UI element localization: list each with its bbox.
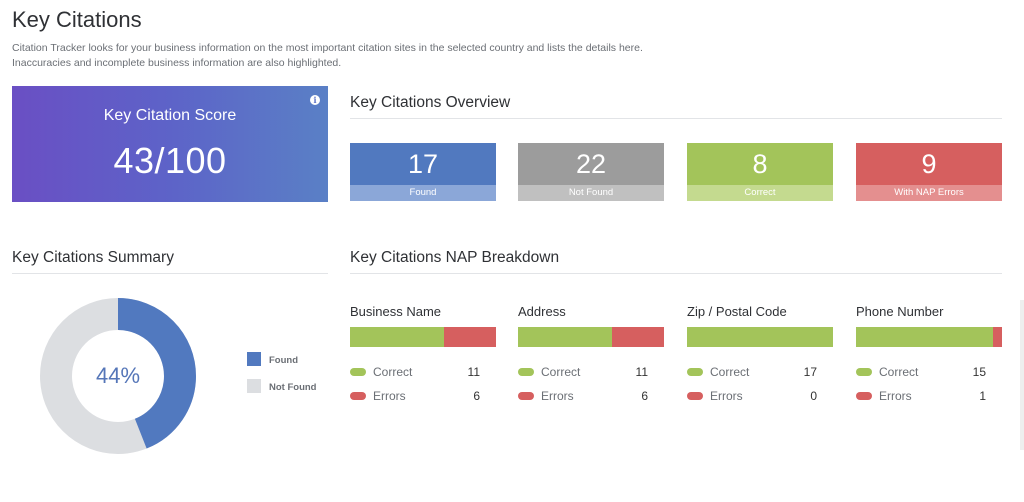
stat-card-found[interactable]: 17 Found [350, 143, 496, 201]
overview-divider [350, 118, 1002, 119]
stat-label: With NAP Errors [856, 185, 1002, 201]
nap-row-count: 1 [979, 389, 986, 403]
nap-column-title: Address [518, 304, 566, 319]
stat-card-not-found[interactable]: 22 Not Found [518, 143, 664, 201]
legend-swatch [247, 379, 261, 393]
nap-divider [350, 273, 1002, 274]
nap-stacked-bar [687, 327, 833, 347]
nap-column-title: Zip / Postal Code [687, 304, 787, 319]
page-description: Citation Tracker looks for your business… [12, 41, 712, 71]
errors-pill-icon [856, 392, 872, 400]
stat-value: 9 [921, 149, 937, 179]
nap-row-label: Errors [373, 389, 406, 403]
donut-found-segment [40, 298, 196, 454]
nap-row-errors: Errors 1 [856, 389, 1002, 403]
legend-swatch [247, 352, 261, 366]
nap-column-title: Business Name [350, 304, 442, 319]
score-value: 43/100 [113, 140, 227, 181]
nap-row-correct: Correct 11 [350, 365, 496, 379]
page-description-line-1: Citation Tracker looks for your business… [12, 42, 643, 54]
nap-breakdown-title: Key Citations NAP Breakdown [350, 249, 560, 266]
correct-pill-icon [518, 368, 534, 376]
nap-column-title: Phone Number [856, 304, 944, 319]
stat-label: Not Found [518, 185, 664, 201]
nap-row-count: 11 [467, 365, 480, 379]
nap-bar-correct [687, 327, 833, 347]
nap-row-label: Errors [710, 389, 743, 403]
summary-title: Key Citations Summary [12, 249, 174, 266]
stat-label: Found [350, 185, 496, 201]
nap-row-count: 17 [803, 365, 817, 379]
info-icon[interactable]: i [310, 95, 320, 105]
nap-stacked-bar [350, 327, 496, 347]
legend-label: Found [269, 355, 299, 366]
correct-pill-icon [350, 368, 366, 376]
errors-pill-icon [687, 392, 703, 400]
errors-pill-icon [350, 392, 366, 400]
summary-divider [12, 273, 328, 274]
nap-stacked-bar [856, 327, 1002, 347]
summary-donut-chart [40, 298, 196, 454]
nap-row-correct: Correct 11 [518, 365, 664, 379]
nap-row-label: Errors [541, 389, 574, 403]
errors-pill-icon [518, 392, 534, 400]
nap-row-count: 6 [641, 389, 648, 403]
nap-row-label: Correct [373, 365, 413, 379]
donut-percent-label: 44% [95, 363, 141, 388]
nap-row-correct: Correct 15 [856, 365, 1002, 379]
stat-value: 22 [575, 149, 607, 179]
nap-stacked-bar [518, 327, 664, 347]
scrollbar-edge[interactable] [1020, 300, 1024, 450]
nap-row-errors: Errors 0 [687, 389, 833, 403]
nap-row-label: Correct [541, 365, 581, 379]
nap-row-label: Correct [879, 365, 919, 379]
correct-pill-icon [687, 368, 703, 376]
nap-row-label: Correct [710, 365, 750, 379]
nap-row-count: 11 [635, 365, 648, 379]
correct-pill-icon [856, 368, 872, 376]
legend-label: Not Found [269, 382, 317, 393]
stat-card-correct[interactable]: 8 Correct [687, 143, 833, 201]
nap-row-count: 6 [473, 389, 480, 403]
score-label: Key Citation Score [103, 107, 237, 124]
nap-bar-correct [518, 327, 613, 347]
stat-card-nap-errors[interactable]: 9 With NAP Errors [856, 143, 1002, 201]
nap-row-errors: Errors 6 [518, 389, 664, 403]
nap-bar-errors [612, 327, 664, 347]
nap-bar-correct [350, 327, 445, 347]
overview-title: Key Citations Overview [350, 94, 511, 111]
page-title: Key Citations [12, 7, 142, 32]
nap-row-errors: Errors 6 [350, 389, 496, 403]
nap-row-count: 0 [810, 389, 817, 403]
nap-bar-errors [992, 327, 1002, 347]
nap-row-correct: Correct 17 [687, 365, 833, 379]
stat-value: 8 [752, 149, 768, 179]
stat-value: 17 [407, 149, 439, 179]
nap-bar-correct [856, 327, 993, 347]
nap-bar-errors [444, 327, 496, 347]
page-description-line-2: Inaccuracies and incomplete business inf… [12, 57, 342, 69]
nap-row-count: 15 [972, 365, 986, 379]
key-citation-score-card: Key Citation Score 43/100 i [12, 86, 328, 202]
nap-row-label: Errors [879, 389, 912, 403]
stat-label: Correct [687, 185, 833, 201]
